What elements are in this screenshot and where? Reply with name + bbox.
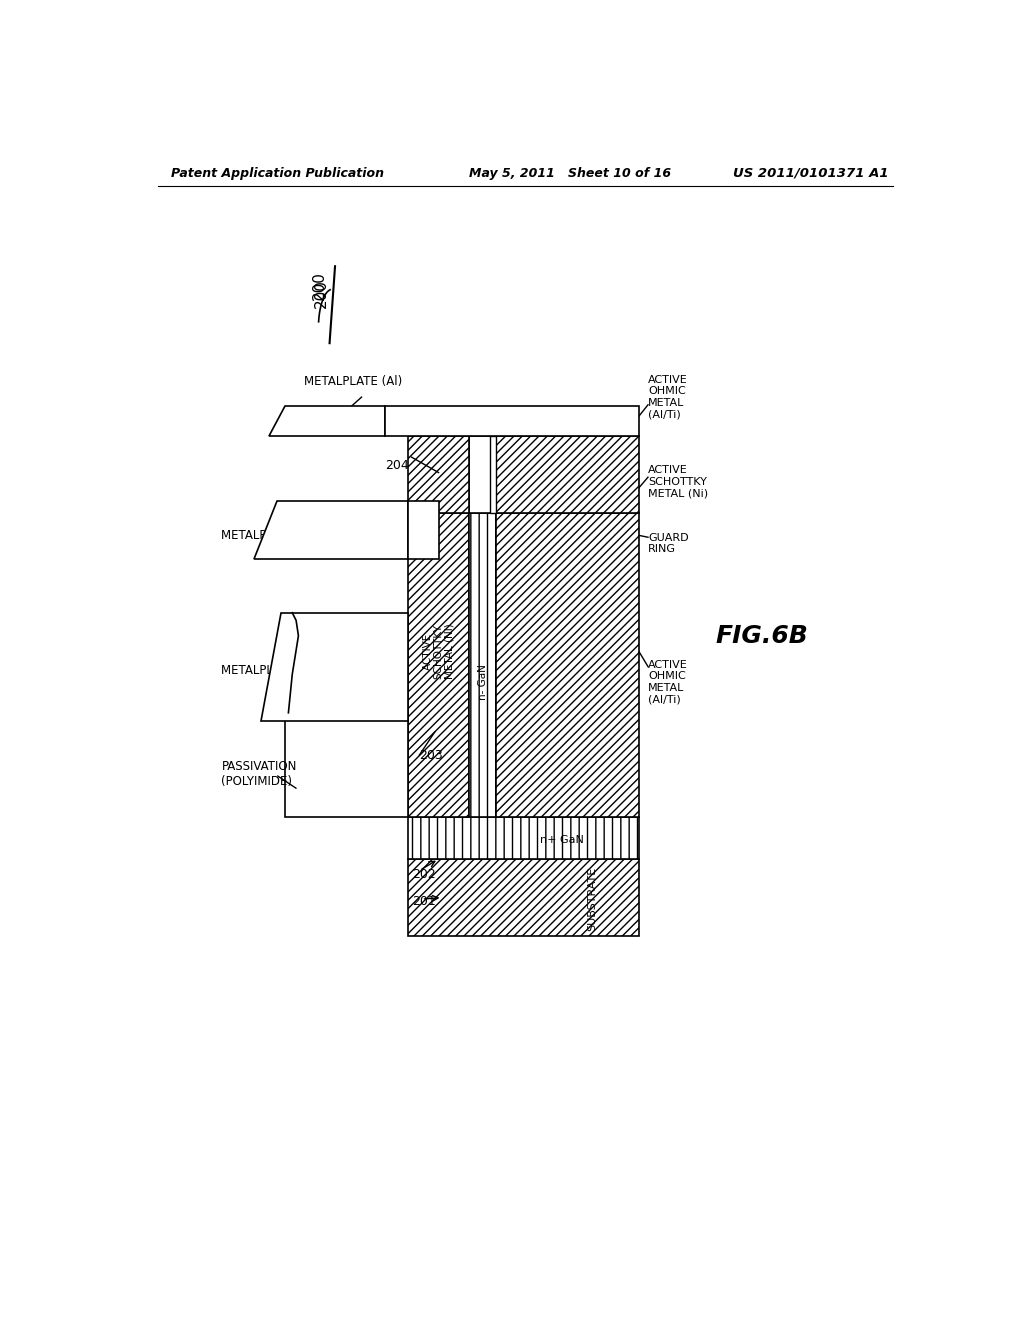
Text: GUARD
RING: GUARD RING [648, 532, 688, 554]
Text: May 5, 2011   Sheet 10 of 16: May 5, 2011 Sheet 10 of 16 [469, 166, 672, 180]
Polygon shape [261, 612, 408, 721]
Text: 201: 201 [413, 895, 436, 908]
Text: US 2011/0101371 A1: US 2011/0101371 A1 [733, 166, 889, 180]
Text: 200: 200 [311, 271, 327, 300]
Bar [497, 436, 639, 512]
Bar [408, 817, 639, 859]
Bar [469, 436, 497, 512]
Text: ACTIVE
SCHOTTKY
METAL (Ni): ACTIVE SCHOTTKY METAL (Ni) [423, 623, 455, 678]
Text: n+ GaN: n+ GaN [540, 834, 584, 845]
Text: ACTIVE
OHMIC
METAL
(Al/Ti): ACTIVE OHMIC METAL (Al/Ti) [648, 375, 688, 420]
Text: 202: 202 [413, 869, 436, 880]
Bar [490, 436, 497, 512]
Text: SUBSTRATE: SUBSTRATE [588, 867, 598, 932]
Bar [408, 859, 639, 936]
Text: 203: 203 [419, 748, 443, 762]
Text: 200: 200 [314, 279, 329, 308]
Polygon shape [269, 407, 385, 436]
Text: n- GaN: n- GaN [478, 664, 488, 700]
Text: PASSIVATION
(POLYIMIDE): PASSIVATION (POLYIMIDE) [221, 760, 297, 788]
Bar [469, 512, 497, 817]
Text: ACTIVE
OHMIC
METAL
(Al/Ti): ACTIVE OHMIC METAL (Al/Ti) [648, 660, 688, 705]
Text: METALPLATE (Al): METALPLATE (Al) [304, 375, 402, 388]
Bar [497, 512, 639, 817]
Text: METALPLATE (Al): METALPLATE (Al) [221, 529, 319, 543]
Text: ACTIVE
SCHOTTKY
METAL (Ni): ACTIVE SCHOTTKY METAL (Ni) [648, 465, 709, 499]
Text: Patent Application Publication: Patent Application Publication [171, 166, 384, 180]
Text: 204: 204 [386, 459, 410, 471]
Bar [408, 512, 469, 817]
Text: FIG.6B: FIG.6B [716, 624, 808, 648]
Bar [285, 713, 408, 817]
Bar [408, 502, 438, 558]
Polygon shape [254, 502, 408, 558]
Bar [408, 436, 469, 512]
Text: METALPLATE (Al): METALPLATE (Al) [221, 664, 319, 677]
Bar [385, 407, 639, 436]
